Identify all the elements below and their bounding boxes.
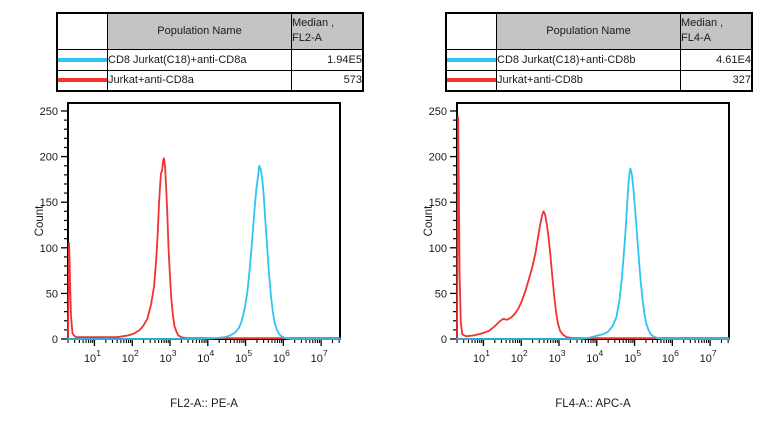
svg-text:107: 107 (700, 348, 717, 365)
table-row[interactable]: CD8 Jurkat(C18)+anti-CD8b 4.61E4 (445, 48, 753, 71)
histogram-fl2-pe-a[interactable]: 0 50 100 150 200 250 101 102 103 104 105 106 107 Coun… (30, 95, 392, 425)
svg-text:200: 200 (40, 152, 58, 164)
svg-text:250: 250 (429, 106, 447, 118)
svg-text:150: 150 (429, 197, 447, 209)
legend-header-median: Median , FL4-A (680, 12, 753, 50)
svg-text:100: 100 (40, 243, 58, 255)
legend-header-median: Median , FL2-A (291, 12, 364, 50)
legend-header-median-line2: FL4-A (681, 32, 711, 45)
swatch-cell (445, 48, 497, 71)
svg-text:50: 50 (435, 288, 447, 300)
legend-header-population: Population Name (107, 12, 292, 50)
legend-header-population: Population Name (496, 12, 681, 50)
svg-text:104: 104 (586, 348, 603, 365)
svg-text:101: 101 (473, 348, 490, 365)
svg-text:107: 107 (311, 348, 328, 365)
panel-fl4: Population Name Median , FL4-A CD8 Jurka… (419, 0, 763, 433)
table-row[interactable]: Jurkat+anti-CD8b 327 (445, 69, 753, 92)
median-value: 1.94E5 (291, 48, 364, 71)
svg-text:0: 0 (441, 334, 447, 346)
swatch-cell (56, 69, 108, 92)
legend-header-median-line2: FL2-A (292, 32, 322, 45)
svg-text:105: 105 (235, 348, 252, 365)
svg-text:103: 103 (549, 348, 566, 365)
red-line-swatch (58, 78, 107, 83)
svg-text:250: 250 (40, 106, 58, 118)
cyan-line-swatch (447, 57, 496, 62)
svg-text:106: 106 (662, 348, 679, 365)
svg-text:106: 106 (273, 348, 290, 365)
swatch-cell (445, 69, 497, 92)
panel-fl2: Population Name Median , FL2-A CD8 Jurka… (30, 0, 392, 433)
svg-text:102: 102 (122, 348, 139, 365)
svg-text:104: 104 (197, 348, 214, 365)
legend-header-swatch-cell (445, 12, 497, 50)
legend-header-row: Population Name Median , FL4-A (445, 12, 753, 50)
median-value: 4.61E4 (680, 48, 753, 71)
legend-header-median-line1: Median , (681, 17, 724, 30)
svg-text:50: 50 (46, 288, 58, 300)
swatch-cell (56, 48, 108, 71)
svg-text:Count: Count (34, 205, 46, 236)
legend-table-fl2[interactable]: Population Name Median , FL2-A CD8 Jurka… (56, 12, 364, 92)
population-name: Jurkat+anti-CD8a (107, 69, 292, 92)
svg-text:102: 102 (511, 348, 528, 365)
svg-text:100: 100 (429, 243, 447, 255)
legend-header-swatch-cell (56, 12, 108, 50)
svg-text:Count: Count (423, 205, 435, 236)
table-row[interactable]: Jurkat+anti-CD8a 573 (56, 69, 364, 92)
svg-text:0: 0 (52, 334, 58, 346)
population-name: CD8 Jurkat(C18)+anti-CD8b (496, 48, 681, 71)
cyan-line-swatch (58, 57, 107, 62)
svg-text:150: 150 (40, 197, 58, 209)
legend-header-median-line1: Median , (292, 17, 335, 30)
svg-text:101: 101 (84, 348, 101, 365)
svg-text:105: 105 (624, 348, 641, 365)
svg-text:200: 200 (429, 152, 447, 164)
median-value: 327 (680, 69, 753, 92)
population-name: Jurkat+anti-CD8b (496, 69, 681, 92)
red-line-swatch (447, 78, 496, 83)
legend-header-row: Population Name Median , FL2-A (56, 12, 364, 50)
svg-text:FL2-A:: PE-A: FL2-A:: PE-A (170, 398, 238, 410)
legend-table-fl4[interactable]: Population Name Median , FL4-A CD8 Jurka… (445, 12, 753, 92)
median-value: 573 (291, 69, 364, 92)
svg-text:103: 103 (160, 348, 177, 365)
histogram-fl4-apc-a[interactable]: 0 50 100 150 200 250 101 102 103 104 105 106 107 Coun… (419, 95, 763, 425)
population-name: CD8 Jurkat(C18)+anti-CD8a (107, 48, 292, 71)
table-row[interactable]: CD8 Jurkat(C18)+anti-CD8a 1.94E5 (56, 48, 364, 71)
svg-text:FL4-A:: APC-A: FL4-A:: APC-A (555, 398, 631, 410)
